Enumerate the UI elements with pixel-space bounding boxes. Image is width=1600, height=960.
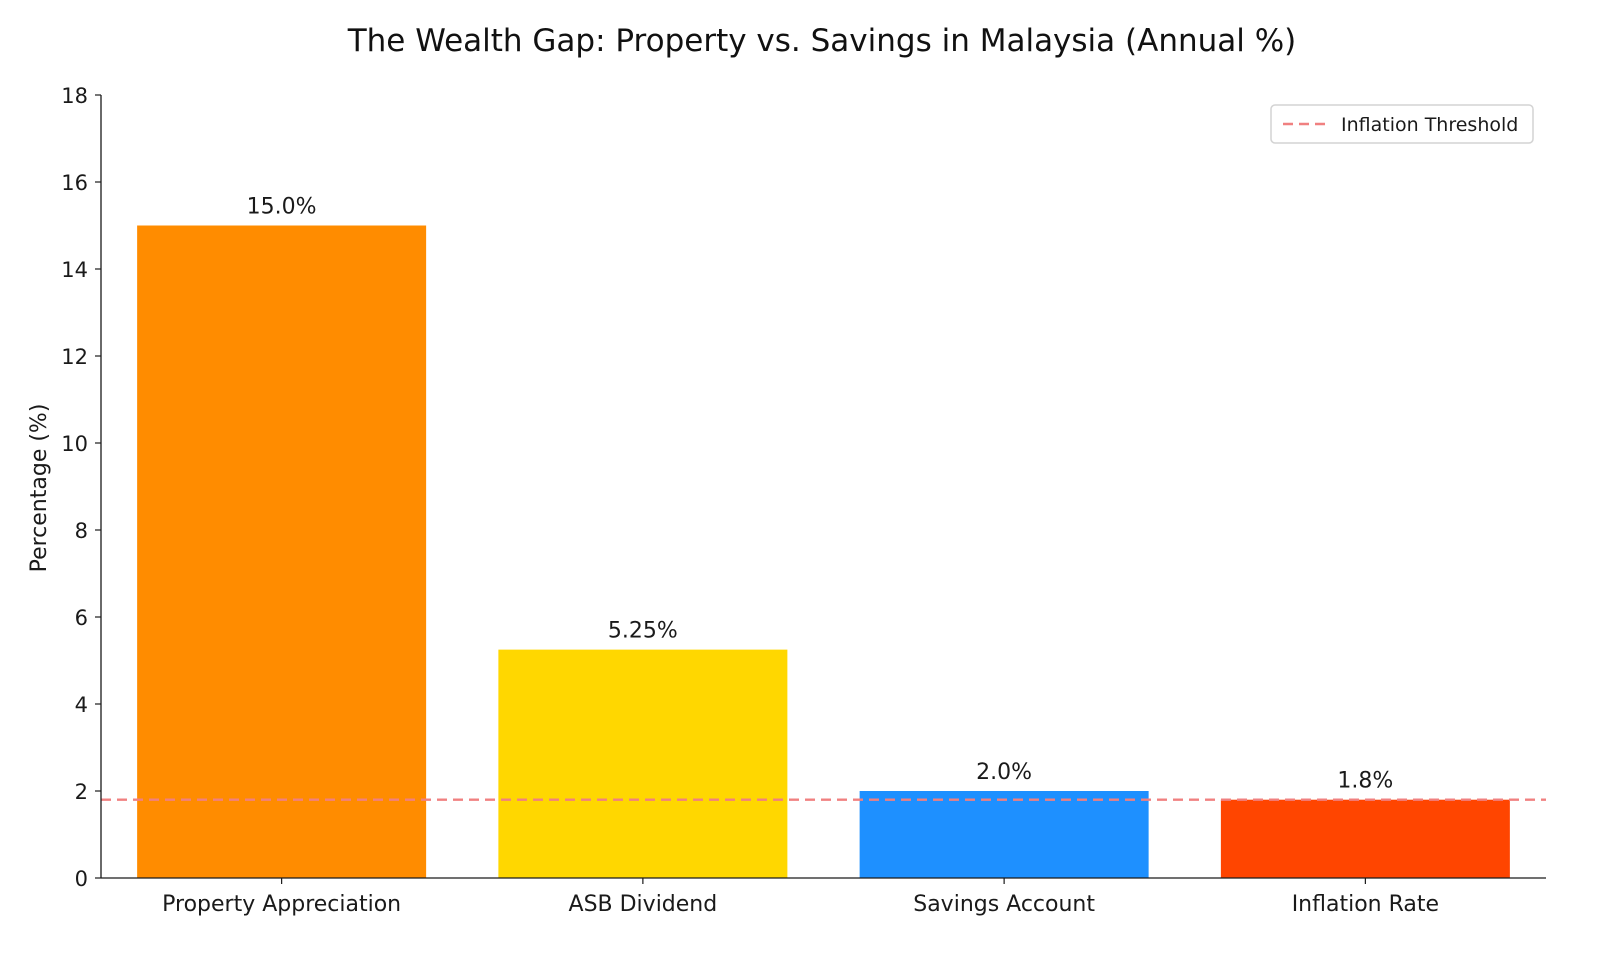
- y-tick-label: 4: [75, 693, 88, 717]
- y-tick-label: 14: [61, 258, 88, 282]
- axes-group: Property Appreciation ASB Dividend Savings…: [61, 84, 1546, 917]
- y-tick-label: 2: [75, 780, 88, 804]
- y-tick-label: 12: [61, 345, 88, 369]
- y-tick-label: 18: [61, 84, 88, 108]
- bars-group: 15.0% 5.25% 2.0% 1.8%: [137, 195, 1510, 878]
- y-tick-label: 8: [75, 519, 88, 543]
- bar-value-label: 2.0%: [976, 760, 1032, 785]
- x-tick-label: Property Appreciation: [162, 892, 401, 917]
- bar-3: [1220, 799, 1510, 878]
- legend: Inflation Threshold: [1270, 104, 1534, 144]
- bar-1: [498, 649, 788, 878]
- y-tick-label: 10: [61, 432, 88, 456]
- legend-label: Inflation Threshold: [1341, 114, 1518, 136]
- bar-value-label: 1.8%: [1337, 769, 1393, 794]
- x-tick-label: Savings Account: [913, 892, 1095, 917]
- y-tick-label: 16: [61, 171, 88, 195]
- chart-title: The Wealth Gap: Property vs. Savings in …: [347, 23, 1297, 59]
- y-tick-label: 6: [75, 606, 88, 630]
- x-tick-label: Inflation Rate: [1292, 892, 1439, 917]
- bar-value-label: 5.25%: [608, 619, 678, 644]
- x-tick-label: ASB Dividend: [569, 892, 718, 917]
- bar-value-label: 15.0%: [247, 195, 317, 220]
- legend-box: [1270, 104, 1534, 144]
- y-tick-label: 0: [75, 867, 88, 891]
- y-axis-title: Percentage (%): [27, 404, 52, 573]
- bar-2: [859, 791, 1149, 878]
- bar-0: [137, 225, 427, 878]
